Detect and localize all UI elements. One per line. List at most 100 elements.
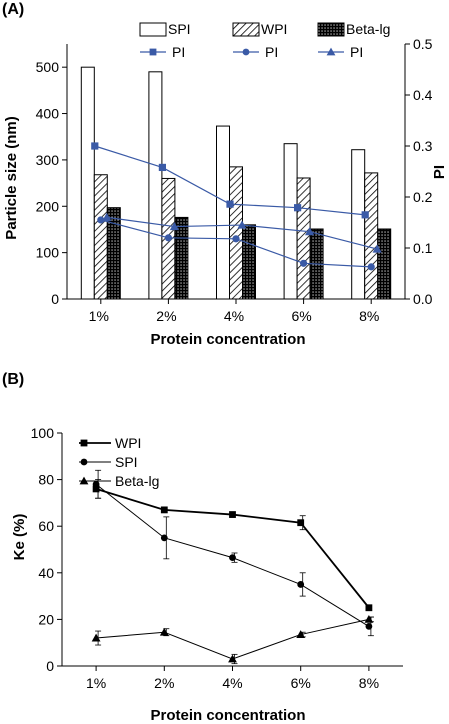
legend-label-pi-triangle: PI [350, 44, 363, 60]
legend-swatch-spi [139, 22, 167, 37]
panel-a-xtick-label: 8% [359, 308, 379, 324]
legend-label-wpi: WPI [261, 21, 287, 37]
ke-point-wpi-5 [365, 604, 373, 612]
legend-marker-circle [242, 48, 250, 56]
panel-a-xtick-label: 1% [89, 308, 109, 324]
panel-a-ytick-label: 500 [36, 59, 60, 75]
bar-wpi-4 [296, 177, 311, 300]
panel-a-xtick-label: 6% [291, 308, 311, 324]
panel-a-ytick-right-label: 0.2 [413, 189, 433, 205]
bar-spi-3 [216, 125, 230, 300]
ke-line-beta-lg [96, 618, 370, 660]
ke-point-beta-lg-3 [228, 654, 237, 663]
pi-point-triangle-2 [169, 221, 179, 231]
legend-marker-triangle [326, 47, 336, 56]
legend-b-marker-spi [80, 458, 88, 466]
panel-b-xtick-label: 2% [154, 675, 174, 691]
pi-point-square-3 [226, 200, 234, 208]
ke-point-spi-1 [92, 480, 100, 488]
panel-b-ytick-label: 20 [38, 611, 54, 627]
bar-spi-1 [80, 66, 95, 300]
pi-point-triangle-3 [237, 220, 247, 229]
legend-label-pi-square: PI [172, 44, 185, 60]
panel-b-ylabel: Ke (%) [11, 514, 28, 561]
legend-marker-square [149, 48, 157, 56]
panel-a-xtick-label: 4% [224, 308, 244, 324]
panel-a-ytick-right-label: 0.5 [413, 36, 433, 52]
legend-b-marker-beta-lg [79, 476, 89, 485]
legend-swatch-wpi [232, 22, 260, 37]
legend-b-label-wpi: WPI [115, 435, 141, 451]
panel-a-ytick-label: 0 [51, 291, 59, 307]
bar-beta-lg-5 [377, 228, 392, 300]
legend-b-marker-wpi [80, 439, 88, 447]
ke-point-spi-3 [229, 554, 236, 562]
panel-a-ytick-right-label: 0.1 [413, 240, 433, 256]
panel-a-label: (A) [2, 1, 24, 18]
pi-point-circle-2 [164, 234, 172, 242]
pi-point-triangle-1 [102, 212, 112, 221]
legend-b-label-beta-lg: Beta-lg [115, 473, 159, 489]
panel-a-ytick-right-label: 0.0 [413, 291, 433, 307]
panel-a-ytick-right-label: 0.3 [413, 138, 433, 154]
ke-point-beta-lg-2 [159, 627, 169, 636]
bar-beta-lg-1 [106, 207, 121, 300]
ke-point-beta-lg-1 [91, 633, 101, 642]
panel-b-xlabel: Protein concentration [150, 707, 305, 724]
panel-b-ytick-label: 100 [31, 425, 55, 441]
panel-a-ytick-label: 200 [36, 198, 60, 214]
pi-point-square-5 [361, 211, 369, 219]
legend-b-label-spi: SPI [115, 454, 138, 470]
panel-b-ytick-label: 40 [38, 565, 54, 581]
ke-point-wpi-3 [229, 511, 236, 518]
ke-line-wpi [95, 488, 370, 609]
ke-point-spi-2 [160, 534, 168, 542]
legend-label-spi: SPI [168, 21, 191, 37]
bar-spi-4 [283, 143, 298, 300]
ke-point-beta-lg-5 [364, 615, 374, 623]
bar-wpi-5 [364, 172, 379, 300]
panel-b: 0 20 40 60 80 100 1% 2% 4% 6% 8% WPI SPI Beta-lg [31, 425, 403, 691]
panel-b-xtick-label: 6% [291, 675, 311, 691]
panel-b-ytick-label: 60 [38, 518, 54, 534]
pi-point-square-1 [91, 142, 99, 150]
pi-point-triangle-5 [372, 244, 382, 253]
ke-point-spi-5 [365, 622, 373, 630]
panel-a-ylabel: Particle size (nm) [3, 116, 20, 239]
pi-point-circle-1 [97, 216, 105, 224]
panel-a: 0 100 200 300 400 500 0.0 0.1 0.2 0.3 0.4 0.5 1% 2% 4%… [36, 21, 433, 324]
bar-spi-5 [351, 149, 366, 300]
bar-beta-lg-3 [242, 224, 256, 300]
bar-wpi-3 [229, 166, 243, 300]
panel-b-xtick-label: 1% [86, 675, 106, 691]
bar-spi-2 [148, 71, 163, 300]
legend-label-pi-circle: PI [265, 44, 278, 60]
ke-point-wpi-2 [160, 506, 168, 514]
legend-swatch-beta-lg [317, 22, 345, 37]
pi-point-circle-5 [367, 263, 375, 271]
panel-a-xtick-label: 2% [156, 308, 176, 324]
bar-wpi-1 [93, 174, 108, 300]
panel-a-ytick-right-label: 0.4 [413, 87, 433, 103]
panel-a-xlabel: Protein concentration [150, 331, 305, 348]
pi-point-circle-4 [300, 259, 308, 267]
panel-a-ytick-label: 300 [36, 152, 60, 168]
ke-point-wpi-4 [297, 519, 305, 527]
pi-point-triangle-4 [305, 227, 315, 236]
ke-point-spi-4 [297, 581, 305, 588]
panel-b-xtick-label: 4% [222, 675, 242, 691]
ke-point-beta-lg-4 [296, 630, 306, 638]
panel-a-ytick-label: 400 [36, 106, 60, 122]
pi-point-circle-3 [232, 235, 240, 243]
panel-b-ytick-label: 80 [38, 472, 54, 488]
ke-point-wpi-1 [92, 485, 100, 493]
pi-point-square-4 [294, 204, 302, 212]
legend-label-beta-lg: Beta-lg [346, 21, 390, 37]
panel-a-ytick-label: 100 [36, 245, 60, 261]
pi-point-square-2 [158, 163, 166, 172]
panel-b-ytick-label: 0 [46, 658, 54, 674]
panel-b-label: (B) [2, 371, 24, 388]
panel-b-xtick-label: 8% [359, 675, 379, 691]
panel-a-ylabel-right: PI [431, 165, 448, 179]
